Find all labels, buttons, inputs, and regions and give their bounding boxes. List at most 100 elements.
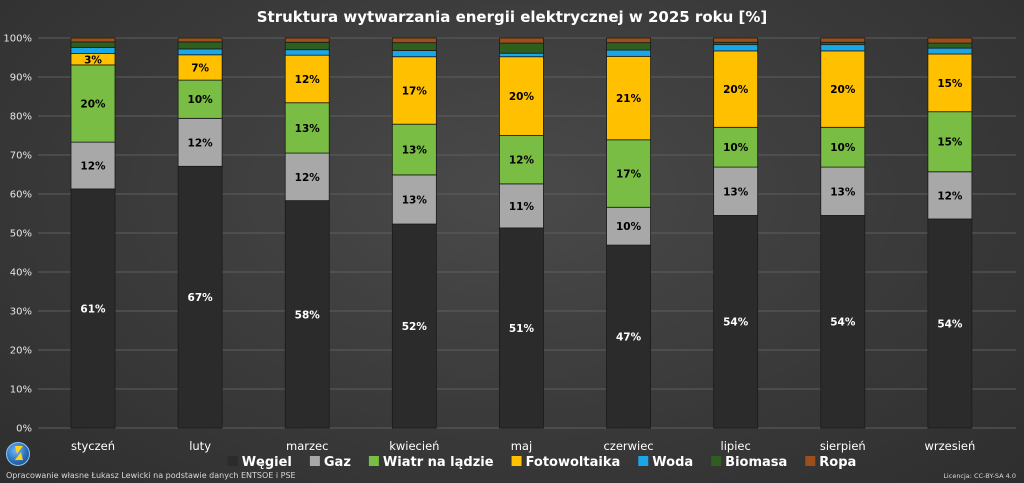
- bar-segment: [820, 37, 866, 43]
- data-label: 3%: [84, 54, 102, 66]
- bar-segment: [713, 166, 759, 216]
- data-label: 17%: [402, 85, 428, 97]
- bar-segment: [713, 44, 759, 52]
- bar-segment: [70, 41, 116, 48]
- legend-label: Ropa: [819, 455, 856, 470]
- bar-segment: [284, 41, 330, 51]
- bar-segment: [499, 183, 544, 229]
- data-labels: 61% 12% 20% 3% 67% 12% 10% 7% 58% 12% 13% 12% 52% 13%…: [80, 54, 963, 343]
- data-label: 15%: [937, 78, 963, 90]
- bar-segment: [713, 50, 759, 128]
- license-note: Licencja: CC-BY-SA 4.0: [943, 472, 1016, 480]
- data-label: 54%: [723, 317, 749, 329]
- bar-segment: [177, 48, 223, 56]
- legend-swatch: [711, 456, 722, 466]
- data-label: 58%: [295, 309, 321, 321]
- x-category-label: wrzesień: [924, 439, 975, 453]
- legend-swatch: [309, 456, 320, 466]
- legend-label: Woda: [652, 455, 693, 470]
- bar-segment: [606, 55, 651, 141]
- legend-label: Węgiel: [242, 455, 292, 470]
- y-tick-label: 20%: [10, 346, 32, 357]
- legend-swatch: [805, 456, 816, 466]
- data-label: 51%: [509, 323, 535, 335]
- data-label: 20%: [830, 84, 856, 96]
- data-label: 10%: [830, 142, 856, 154]
- legend-label: Biomasa: [725, 455, 787, 470]
- legend-swatch: [638, 456, 649, 466]
- lightning-bolt-logo-icon: [6, 442, 30, 466]
- x-category-label: marzec: [286, 439, 328, 453]
- y-tick-label: 60%: [10, 190, 32, 201]
- data-label: 67%: [188, 292, 214, 304]
- bar-segment: [391, 123, 437, 176]
- data-label: 12%: [80, 161, 106, 173]
- chart-title: Struktura wytwarzania energii elektryczn…: [257, 8, 768, 26]
- y-tick-label: 90%: [10, 73, 32, 84]
- bar-segment: [391, 50, 437, 58]
- bar-segment: [713, 126, 759, 168]
- x-axis-categories: styczeń luty marzec kwiecień maj czerwiec lipi…: [71, 439, 975, 453]
- bar-segment: [499, 37, 544, 44]
- bar-segment: [70, 188, 116, 429]
- bars: [70, 37, 973, 429]
- data-label: 15%: [937, 137, 963, 149]
- data-label: 12%: [295, 74, 321, 86]
- data-label: 12%: [295, 172, 321, 184]
- legend-swatch: [511, 456, 522, 466]
- bar-segment: [284, 200, 330, 429]
- data-label: 12%: [937, 190, 963, 202]
- x-category-label: lipiec: [721, 439, 751, 453]
- bar-segment: [70, 37, 116, 43]
- data-label: 61%: [80, 303, 106, 315]
- bar-segment: [391, 37, 437, 44]
- x-category-label: kwiecień: [389, 439, 439, 453]
- y-tick-label: 80%: [10, 112, 32, 123]
- bar-segment: [284, 102, 330, 154]
- y-tick-label: 10%: [10, 385, 32, 396]
- legend-swatch: [227, 456, 238, 466]
- bar-segment: [713, 37, 759, 43]
- bar-segment: [499, 52, 544, 58]
- data-label: 13%: [295, 123, 321, 135]
- bar-segment: [284, 49, 330, 56]
- bar-segment: [70, 64, 116, 143]
- data-label: 13%: [402, 194, 428, 206]
- data-label: 52%: [402, 321, 428, 333]
- bar-segment: [820, 44, 866, 52]
- bar-segment: [70, 141, 116, 190]
- bar-segment: [606, 244, 651, 429]
- x-category-label: styczeń: [71, 439, 115, 453]
- legend-label: Gaz: [324, 455, 351, 470]
- bar-segment: [284, 54, 330, 104]
- bar-segment: [927, 37, 973, 44]
- legend-swatch: [368, 456, 379, 466]
- x-category-label: maj: [511, 439, 532, 453]
- data-label: 20%: [723, 84, 749, 96]
- data-label: 17%: [616, 169, 642, 181]
- data-label: 13%: [402, 145, 428, 157]
- data-label: 13%: [723, 186, 749, 198]
- bar-segment: [391, 223, 437, 429]
- bar-segment: [70, 46, 116, 55]
- y-tick-label: 30%: [10, 307, 32, 318]
- y-tick-label: 100%: [3, 34, 32, 45]
- data-label: 54%: [830, 317, 856, 329]
- bar-segment: [927, 42, 973, 49]
- bar-segment: [391, 42, 437, 51]
- y-tick-label: 70%: [10, 151, 32, 162]
- data-label: 12%: [509, 155, 535, 167]
- x-category-label: sierpień: [820, 439, 866, 453]
- legend-label: Wiatr na lądzie: [383, 455, 494, 470]
- data-label: 21%: [616, 93, 642, 105]
- y-axis-ticks: 0% 10% 20% 30% 40% 50% 60% 70% 80% 90% 100%: [3, 34, 32, 435]
- y-tick-label: 40%: [10, 268, 32, 279]
- bar-segment: [177, 165, 223, 429]
- bar-segment: [820, 126, 866, 168]
- bar-segment: [499, 56, 544, 136]
- bar-segment: [927, 47, 973, 55]
- y-tick-label: 0%: [16, 424, 32, 435]
- bar-segment: [284, 152, 330, 202]
- bar-segment: [606, 42, 651, 51]
- bar-segment: [606, 37, 651, 44]
